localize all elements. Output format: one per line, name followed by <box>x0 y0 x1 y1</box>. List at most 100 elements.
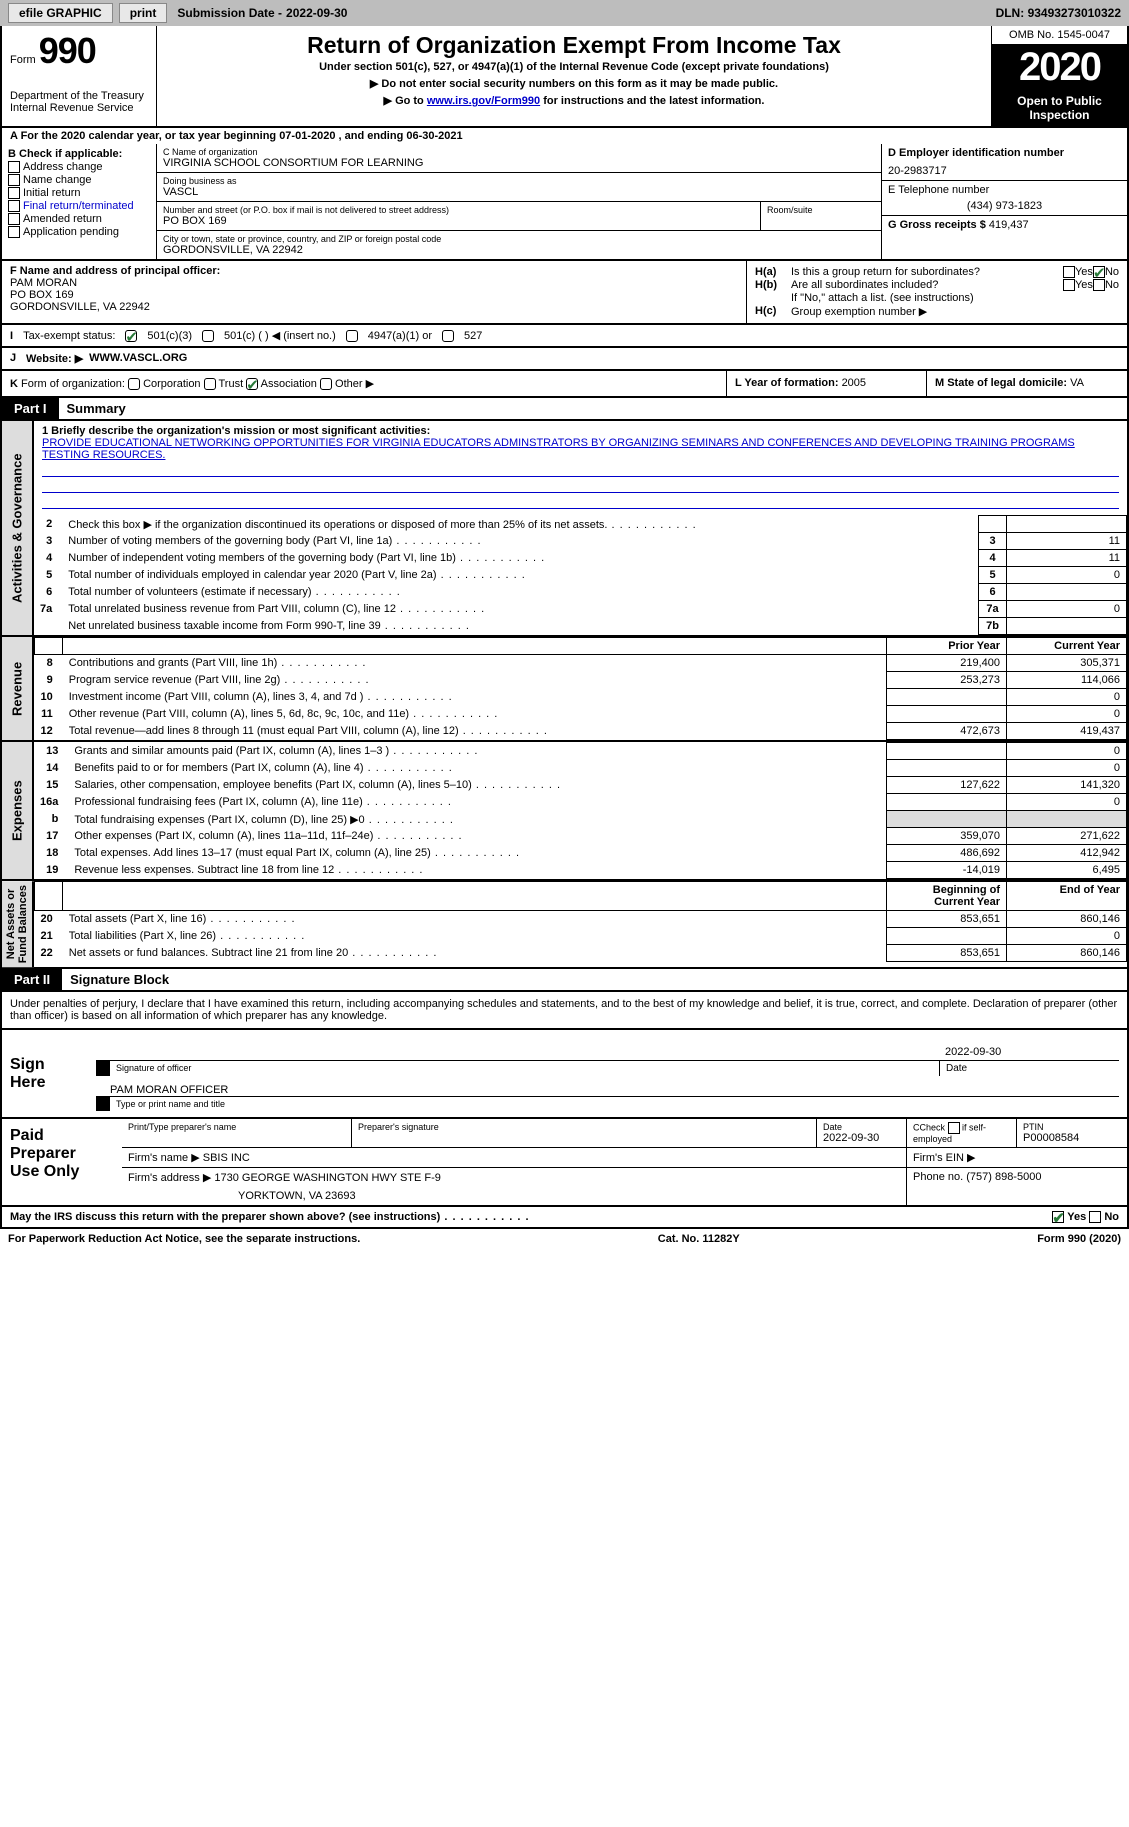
officer-printed: PAM MORAN OFFICER <box>110 1084 1119 1096</box>
chk-assoc[interactable] <box>246 378 258 390</box>
na-section: Net Assets or Fund Balances Beginning of… <box>0 881 1129 969</box>
form-prefix: Form <box>10 54 36 66</box>
officer-addr1: PO BOX 169 <box>10 289 738 301</box>
ptin: P00008584 <box>1023 1132 1121 1144</box>
phone: (434) 973-1823 <box>888 200 1121 212</box>
chk-trust[interactable] <box>204 378 216 390</box>
print-button[interactable]: print <box>119 3 168 23</box>
section-de: D Employer identification number 20-2983… <box>882 144 1127 259</box>
chk-address-change[interactable] <box>8 161 20 173</box>
rev-table: Prior YearCurrent Year8Contributions and… <box>34 637 1127 740</box>
phone-label: E Telephone number <box>888 184 1121 196</box>
chk-initial-return[interactable] <box>8 187 20 199</box>
chk-hb-no[interactable] <box>1093 279 1105 291</box>
officer-label: F Name and address of principal officer: <box>10 265 738 277</box>
dba: VASCL <box>163 186 875 198</box>
vtab-exp: Expenses <box>2 742 34 879</box>
ein-label: D Employer identification number <box>888 147 1121 159</box>
section-f: F Name and address of principal officer:… <box>2 261 747 323</box>
exp-section: Expenses 13Grants and similar amounts pa… <box>0 742 1129 881</box>
chk-527[interactable] <box>442 330 454 342</box>
open-to-public: Open to Public Inspection <box>992 90 1127 126</box>
prep-date: 2022-09-30 <box>823 1132 900 1144</box>
cat-no: Cat. No. 11282Y <box>658 1233 740 1245</box>
header-right: OMB No. 1545-0047 2020 Open to Public In… <box>992 26 1127 126</box>
street-label: Number and street (or P.O. box if mail i… <box>163 205 754 215</box>
chk-hb-yes[interactable] <box>1063 279 1075 291</box>
state-domicile: VA <box>1070 377 1084 389</box>
instr-ssn: ▶ Do not enter social security numbers o… <box>167 77 981 90</box>
vtab-rev: Revenue <box>2 637 34 740</box>
topbar: efile GRAPHIC print Submission Date - 20… <box>0 0 1129 26</box>
dept-treasury: Department of the Treasury Internal Reve… <box>10 90 148 114</box>
gov-section: Activities & Governance 1 Briefly descri… <box>0 421 1129 637</box>
chk-name-change[interactable] <box>8 174 20 186</box>
tax-status-row: I Tax-exempt status: 501(c)(3) 501(c) ( … <box>0 325 1129 348</box>
form-title: Return of Organization Exempt From Incom… <box>167 32 981 59</box>
instr-goto: ▶ Go to www.irs.gov/Form990 for instruct… <box>167 94 981 107</box>
chk-501c3[interactable] <box>125 330 137 342</box>
mission-text: PROVIDE EDUCATIONAL NETWORKING OPPORTUNI… <box>42 437 1119 461</box>
omb-number: OMB No. 1545-0047 <box>992 26 1127 45</box>
org-name-label: C Name of organization <box>163 147 875 157</box>
section-b: B Check if applicable: Address change Na… <box>2 144 157 259</box>
efile-button[interactable]: efile GRAPHIC <box>8 3 113 23</box>
officer-name: PAM MORAN <box>10 277 738 289</box>
k-org-row: K Form of organization: Corporation Trus… <box>0 371 1129 398</box>
submission-date-label: Submission Date - <box>177 6 282 20</box>
hb-note: If "No," attach a list. (see instruction… <box>791 292 1119 304</box>
chk-self-employed[interactable] <box>948 1122 960 1134</box>
sign-here: Sign Here 2022-09-30 Signature of office… <box>0 1030 1129 1119</box>
vtab-na: Net Assets or Fund Balances <box>2 881 34 967</box>
firm-addr: 1730 GEORGE WASHINGTON HWY STE F-9 <box>214 1172 441 1184</box>
irs-link[interactable]: www.irs.gov/Form990 <box>427 95 540 107</box>
part1-header: Part I Summary <box>0 398 1129 421</box>
firm-name: SBIS INC <box>203 1152 250 1164</box>
irs-discuss-row: May the IRS discuss this return with the… <box>0 1207 1129 1229</box>
year-formation: 2005 <box>842 377 866 389</box>
chk-ha-yes[interactable] <box>1063 266 1075 278</box>
dln: DLN: 93493273010322 <box>996 6 1121 20</box>
city-label: City or town, state or province, country… <box>163 234 875 244</box>
org-name: VIRGINIA SCHOOL CONSORTIUM FOR LEARNING <box>163 157 875 169</box>
mission-label: 1 Briefly describe the organization's mi… <box>42 425 1119 437</box>
chk-discuss-no[interactable] <box>1089 1211 1101 1223</box>
form-number: 990 <box>39 30 96 71</box>
chk-4947[interactable] <box>346 330 358 342</box>
paid-preparer: Paid Preparer Use Only Print/Type prepar… <box>0 1119 1129 1207</box>
header-mid: Return of Organization Exempt From Incom… <box>157 26 992 126</box>
sign-date: 2022-09-30 <box>939 1044 1119 1060</box>
firm-phone: (757) 898-5000 <box>966 1171 1041 1183</box>
section-c: C Name of organization VIRGINIA SCHOOL C… <box>157 144 882 259</box>
na-table: Beginning of Current YearEnd of Year20To… <box>34 881 1127 962</box>
chk-discuss-yes[interactable] <box>1052 1211 1064 1223</box>
header-left: Form 990 Department of the Treasury Inte… <box>2 26 157 126</box>
dba-label: Doing business as <box>163 176 875 186</box>
row-a-tax-year: A For the 2020 calendar year, or tax yea… <box>0 128 1129 144</box>
chk-other[interactable] <box>320 378 332 390</box>
form-subtitle: Under section 501(c), 527, or 4947(a)(1)… <box>167 61 981 73</box>
chk-app-pending[interactable] <box>8 226 20 238</box>
chk-amended[interactable] <box>8 213 20 225</box>
exp-table: 13Grants and similar amounts paid (Part … <box>34 742 1127 879</box>
officer-addr2: GORDONSVILLE, VA 22942 <box>10 301 738 313</box>
vtab-gov: Activities & Governance <box>2 421 34 635</box>
tax-year: 2020 <box>992 45 1127 90</box>
info-grid: B Check if applicable: Address change Na… <box>0 144 1129 261</box>
website-row: J Website: ▶ WWW.VASCL.ORG <box>0 348 1129 371</box>
room-label: Room/suite <box>767 205 875 215</box>
submission-date: 2022-09-30 <box>286 6 347 20</box>
street: PO BOX 169 <box>163 215 754 227</box>
sig-officer-label: Signature of officer <box>110 1061 939 1076</box>
section-b-header: B Check if applicable: <box>8 148 150 160</box>
gross-receipts: 419,437 <box>989 219 1029 231</box>
chk-final-return[interactable] <box>8 200 20 212</box>
footer-row: For Paperwork Reduction Act Notice, see … <box>0 1229 1129 1249</box>
chk-corp[interactable] <box>128 378 140 390</box>
website-url: WWW.VASCL.ORG <box>89 352 187 365</box>
chk-501c[interactable] <box>202 330 214 342</box>
form-footer: Form 990 (2020) <box>1037 1233 1121 1245</box>
chk-ha-no[interactable] <box>1093 266 1105 278</box>
gov-table: 2Check this box ▶ if the organization di… <box>34 515 1127 635</box>
section-h: H(a)Is this a group return for subordina… <box>747 261 1127 323</box>
